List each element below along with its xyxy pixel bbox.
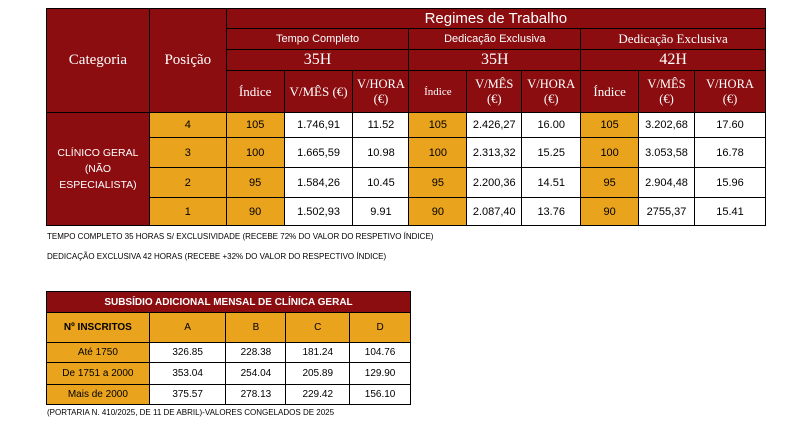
subsidy-table: SUBSÍDIO ADICIONAL MENSAL DE CLÍNICA GER…: [46, 291, 411, 405]
subsidy-title: SUBSÍDIO ADICIONAL MENSAL DE CLÍNICA GER…: [46, 291, 411, 313]
hours-de35: 35H: [408, 49, 582, 71]
value-cell: 129.90: [349, 362, 411, 385]
value-cell: 326.85: [148, 342, 227, 363]
row-label: De 1751 a 2000: [46, 362, 150, 385]
de35-mes-cell: 2.313,32: [466, 137, 523, 168]
col-header-a: A: [148, 312, 227, 343]
value-cell: 375.57: [148, 384, 227, 405]
de35-mes-cell: 2.426,27: [466, 112, 523, 138]
tc-indice-cell: 95: [225, 167, 285, 198]
value-cell: 353.04: [148, 362, 227, 385]
vhora-line1: V/HORA: [527, 76, 576, 91]
tc-indice-cell: 90: [225, 197, 285, 226]
tc-indice-cell: 100: [225, 137, 285, 168]
tc-hora-cell: 10.45: [352, 167, 410, 198]
de35-mes-cell: 2.200,36: [466, 167, 523, 198]
de35-indice-cell: 95: [408, 167, 468, 198]
group-dedicacao-35: Dedicação Exclusiva: [408, 28, 582, 50]
value-cell: 228.38: [225, 342, 287, 363]
tc-vhora-header: V/HORA (€): [352, 70, 410, 113]
de42-hora-cell: 15.41: [694, 197, 766, 226]
col-header-inscritos: Nº INSCRITOS: [46, 312, 150, 343]
group-dedicacao-42: Dedicação Exclusiva: [580, 28, 766, 50]
row-label: Mais de 2000: [46, 384, 150, 405]
tc-mes-cell: 1.665,59: [283, 137, 354, 168]
de42-vmes-header: V/MÊS (€): [638, 70, 695, 113]
col-header-d: D: [349, 312, 411, 343]
hours-tc: 35H: [225, 49, 410, 71]
subsidy-footnote: (PORTARIA N. 410/2025, DE 11 DE ABRIL)-V…: [47, 408, 335, 417]
value-cell: 156.10: [349, 384, 411, 405]
tc-indice-header: Índice: [225, 70, 285, 113]
de42-hora-cell: 17.60: [694, 112, 766, 138]
de35-hora-cell: 14.51: [521, 167, 582, 198]
category-cell: CLÍNICO GERAL (NÃO ESPECIALISTA): [46, 112, 150, 226]
de35-hora-cell: 13.76: [521, 197, 582, 226]
vhora-line2: (€): [722, 91, 738, 106]
salary-table: Categoria Posição Regimes de Trabalho Te…: [46, 8, 767, 226]
vhora-line1: V/HORA: [357, 76, 405, 91]
tc-hora-cell: 11.52: [352, 112, 410, 138]
posicao-cell: 2: [148, 167, 227, 198]
tc-mes-cell: 1.746,91: [283, 112, 354, 138]
header-categoria: Categoria: [46, 8, 150, 113]
de35-indice-cell: 100: [408, 137, 468, 168]
row-label: Até 1750: [46, 342, 150, 363]
de42-mes-cell: 3.053,58: [638, 137, 695, 168]
de35-indice-cell: 90: [408, 197, 468, 226]
de35-mes-cell: 2.087,40: [466, 197, 523, 226]
value-cell: 205.89: [285, 362, 351, 385]
de42-indice-header: Índice: [580, 70, 640, 113]
de42-hora-cell: 15.96: [694, 167, 766, 198]
vmes-line1: V/MÊS: [647, 76, 686, 91]
tc-mes-cell: 1.584,26: [283, 167, 354, 198]
tc-hora-cell: 10.98: [352, 137, 410, 168]
de35-indice-header: Índice: [408, 70, 468, 113]
hours-de42: 42H: [580, 49, 766, 71]
value-cell: 181.24: [285, 342, 351, 363]
de42-hora-cell: 16.78: [694, 137, 766, 168]
value-cell: 254.04: [225, 362, 287, 385]
vmes-line2: (€): [486, 91, 502, 106]
value-cell: 104.76: [349, 342, 411, 363]
vmes-line2: (€): [659, 91, 674, 106]
de42-mes-cell: 2755,37: [638, 197, 695, 226]
de35-vmes-header: V/MÊS (€): [466, 70, 523, 113]
de35-hora-cell: 15.25: [521, 137, 582, 168]
de42-indice-cell: 100: [580, 137, 640, 168]
header-posicao: Posição: [148, 8, 227, 113]
posicao-cell: 4: [148, 112, 227, 138]
vhora-line1: V/HORA: [706, 76, 754, 91]
vhora-line2: (€): [543, 91, 559, 106]
tc-mes-cell: 1.502,93: [283, 197, 354, 226]
de42-vhora-header: V/HORA (€): [694, 70, 766, 113]
de35-hora-cell: 16.00: [521, 112, 582, 138]
tc-hora-cell: 9.91: [352, 197, 410, 226]
value-cell: 229.42: [285, 384, 351, 405]
value-cell: 278.13: [225, 384, 287, 405]
de42-mes-cell: 3.202,68: [638, 112, 695, 138]
posicao-cell: 1: [148, 197, 227, 226]
category-line2: (NÃO ESPECIALISTA): [59, 163, 137, 191]
note-tempo-completo: TEMPO COMPLETO 35 HORAS S/ EXCLUSIVIDADE…: [47, 232, 434, 241]
col-header-b: B: [225, 312, 287, 343]
header-regimes: Regimes de Trabalho: [225, 8, 767, 29]
category-line1: CLÍNICO GERAL: [57, 147, 139, 159]
de42-mes-cell: 2.904,48: [638, 167, 695, 198]
de35-vhora-header: V/HORA (€): [521, 70, 582, 113]
tc-vmes-header: V/MÊS (€): [283, 70, 354, 113]
vhora-line2: (€): [373, 91, 389, 106]
note-dedicacao-exclusiva: DEDICAÇÃO EXCLUSIVA 42 HORAS (RECEBE +32…: [47, 252, 387, 261]
posicao-cell: 3: [148, 137, 227, 168]
vmes-line1: V/MÊS: [475, 76, 514, 91]
de42-indice-cell: 105: [580, 112, 640, 138]
de35-indice-cell: 105: [408, 112, 468, 138]
de42-indice-cell: 90: [580, 197, 640, 226]
tc-indice-cell: 105: [225, 112, 285, 138]
group-tempo-completo: Tempo Completo: [225, 28, 410, 50]
col-header-c: C: [285, 312, 351, 343]
de42-indice-cell: 95: [580, 167, 640, 198]
